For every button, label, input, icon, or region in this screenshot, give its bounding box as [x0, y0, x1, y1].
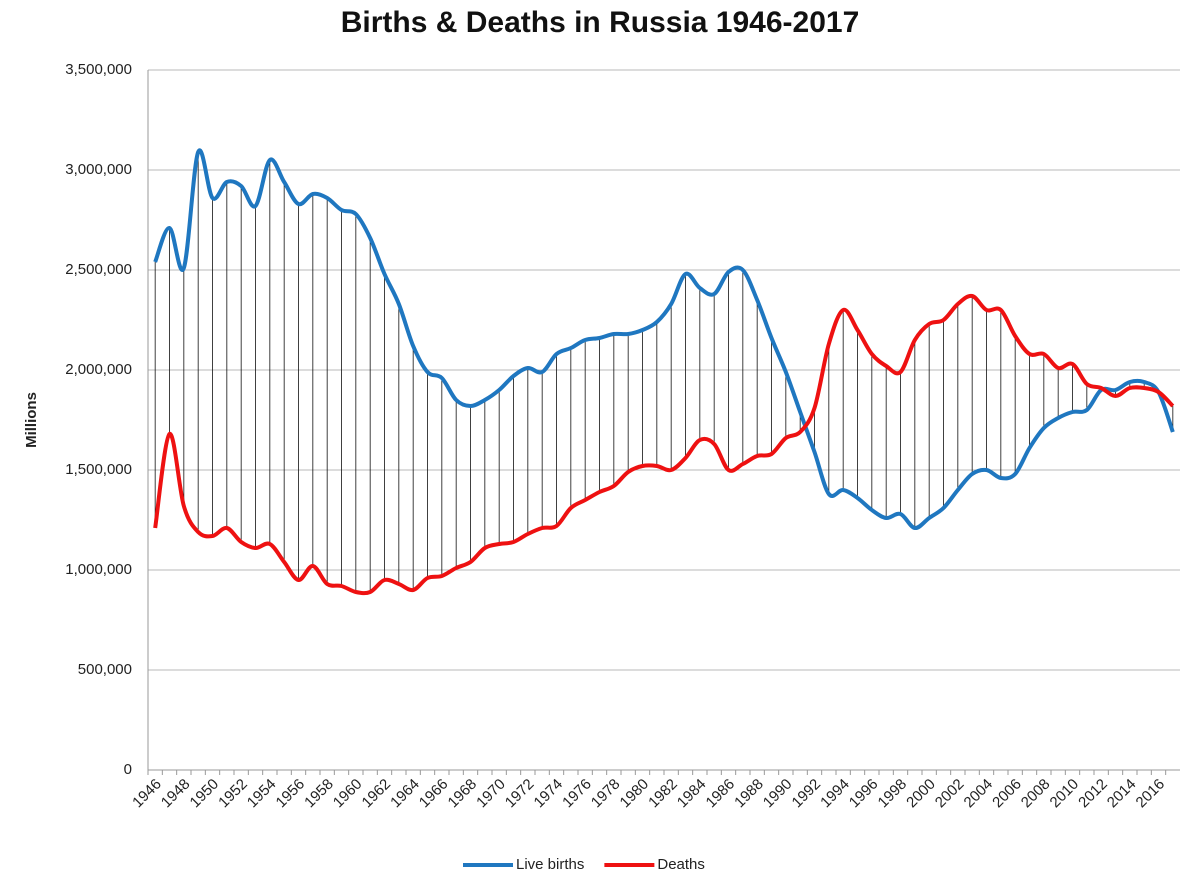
- x-tick-label: 1970: [473, 776, 509, 812]
- x-tick-label: 2000: [903, 776, 939, 812]
- x-tick-label: 1950: [187, 776, 223, 812]
- x-tick-label: 1978: [588, 776, 624, 812]
- x-tick-label: 1964: [387, 776, 423, 812]
- x-tick-label: 1968: [445, 776, 481, 812]
- y-tick-label: 0: [124, 761, 132, 778]
- x-tick-label: 1994: [817, 776, 853, 812]
- y-tick-label: 1,000,000: [65, 561, 132, 578]
- y-tick-label: 2,000,000: [65, 361, 132, 378]
- y-tick-label: 1,500,000: [65, 461, 132, 478]
- y-tick-label: 2,500,000: [65, 261, 132, 278]
- chart-title: Births & Deaths in Russia 1946-2017: [341, 6, 860, 39]
- x-tick-label: 1948: [158, 776, 194, 812]
- x-tick-label: 1974: [531, 776, 567, 812]
- x-tick-label: 2008: [1018, 776, 1054, 812]
- x-tick-label: 1990: [760, 776, 796, 812]
- x-tick-label: 1992: [789, 776, 825, 812]
- x-tick-label: 1982: [645, 776, 681, 812]
- x-tick-label: 2004: [961, 776, 997, 812]
- legend-label: Live births: [516, 856, 584, 873]
- y-tick-label: 500,000: [78, 661, 132, 678]
- x-tick-label: 1976: [559, 776, 595, 812]
- x-tick-label: 1986: [703, 776, 739, 812]
- x-tick-label: 2006: [989, 776, 1025, 812]
- x-tick-label: 1960: [330, 776, 366, 812]
- x-tick-label: 1962: [359, 776, 395, 812]
- x-tick-label: 1984: [674, 776, 710, 812]
- y-tick-label: 3,000,000: [65, 161, 132, 178]
- y-axis-label: Millions: [23, 392, 40, 448]
- x-tick-label: 1996: [846, 776, 882, 812]
- x-tick-label: 1954: [244, 776, 280, 812]
- x-tick-label: 1958: [301, 776, 337, 812]
- x-tick-label: 2012: [1075, 776, 1111, 812]
- legend-label: Deaths: [657, 856, 705, 873]
- x-tick-label: 1998: [875, 776, 911, 812]
- x-tick-label: 1946: [129, 776, 165, 812]
- x-tick-label: 1952: [215, 776, 251, 812]
- y-tick-label: 3,500,000: [65, 61, 132, 78]
- x-tick-label: 1956: [273, 776, 309, 812]
- series-line: [153, 148, 1175, 530]
- series-line: [153, 293, 1175, 596]
- x-tick-label: 1966: [416, 776, 452, 812]
- x-tick-label: 2014: [1104, 776, 1140, 812]
- x-tick-label: 2010: [1047, 776, 1083, 812]
- x-tick-label: 1980: [617, 776, 653, 812]
- x-tick-label: 1988: [731, 776, 767, 812]
- x-tick-label: 2002: [932, 776, 968, 812]
- x-tick-label: 1972: [502, 776, 538, 812]
- x-tick-label: 2016: [1133, 776, 1169, 812]
